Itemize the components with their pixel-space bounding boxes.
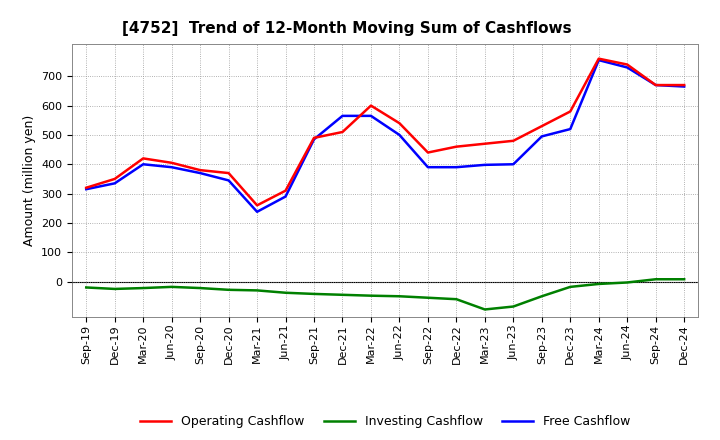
Free Cashflow [225,178,233,183]
Free Cashflow [110,181,119,186]
Free Cashflow [139,161,148,167]
Investing Cashflow [680,277,688,282]
Operating Cashflow [566,109,575,114]
Text: [4752]  Trend of 12-Month Moving Sum of Cashflows: [4752] Trend of 12-Month Moving Sum of C… [122,21,572,36]
Investing Cashflow [82,285,91,290]
Investing Cashflow [167,284,176,290]
Operating Cashflow [110,176,119,182]
Free Cashflow [566,126,575,132]
Investing Cashflow [652,277,660,282]
Operating Cashflow [282,188,290,193]
Operating Cashflow [537,124,546,129]
Operating Cashflow [366,103,375,108]
Investing Cashflow [338,292,347,297]
Operating Cashflow [139,156,148,161]
Free Cashflow [366,113,375,118]
Free Cashflow [652,82,660,88]
Operating Cashflow [652,82,660,88]
Investing Cashflow [310,291,318,297]
Free Cashflow [310,137,318,142]
Free Cashflow [509,161,518,167]
Free Cashflow [595,58,603,63]
Investing Cashflow [452,297,461,302]
Investing Cashflow [110,286,119,292]
Operating Cashflow [82,185,91,191]
Free Cashflow [423,165,432,170]
Line: Free Cashflow: Free Cashflow [86,60,684,212]
Investing Cashflow [282,290,290,295]
Investing Cashflow [595,281,603,286]
Free Cashflow [452,165,461,170]
Investing Cashflow [253,288,261,293]
Investing Cashflow [366,293,375,298]
Investing Cashflow [225,287,233,293]
Investing Cashflow [566,284,575,290]
Investing Cashflow [537,293,546,299]
Line: Investing Cashflow: Investing Cashflow [86,279,684,309]
Free Cashflow [282,194,290,199]
Operating Cashflow [623,62,631,67]
Operating Cashflow [480,141,489,147]
Investing Cashflow [395,293,404,299]
Operating Cashflow [509,138,518,143]
Free Cashflow [480,162,489,168]
Investing Cashflow [423,295,432,301]
Operating Cashflow [395,121,404,126]
Y-axis label: Amount (million yen): Amount (million yen) [22,115,35,246]
Free Cashflow [537,134,546,139]
Free Cashflow [338,113,347,118]
Legend: Operating Cashflow, Investing Cashflow, Free Cashflow: Operating Cashflow, Investing Cashflow, … [135,411,635,433]
Operating Cashflow [310,135,318,140]
Operating Cashflow [338,129,347,135]
Free Cashflow [680,84,688,89]
Free Cashflow [167,165,176,170]
Free Cashflow [196,170,204,176]
Investing Cashflow [480,307,489,312]
Investing Cashflow [139,286,148,291]
Operating Cashflow [423,150,432,155]
Investing Cashflow [196,286,204,291]
Operating Cashflow [452,144,461,149]
Operating Cashflow [225,170,233,176]
Line: Operating Cashflow: Operating Cashflow [86,59,684,205]
Investing Cashflow [623,280,631,285]
Operating Cashflow [196,168,204,173]
Operating Cashflow [595,56,603,61]
Operating Cashflow [680,82,688,88]
Free Cashflow [253,209,261,214]
Free Cashflow [395,132,404,138]
Operating Cashflow [253,203,261,208]
Free Cashflow [623,65,631,70]
Free Cashflow [82,187,91,192]
Investing Cashflow [509,304,518,309]
Operating Cashflow [167,160,176,165]
